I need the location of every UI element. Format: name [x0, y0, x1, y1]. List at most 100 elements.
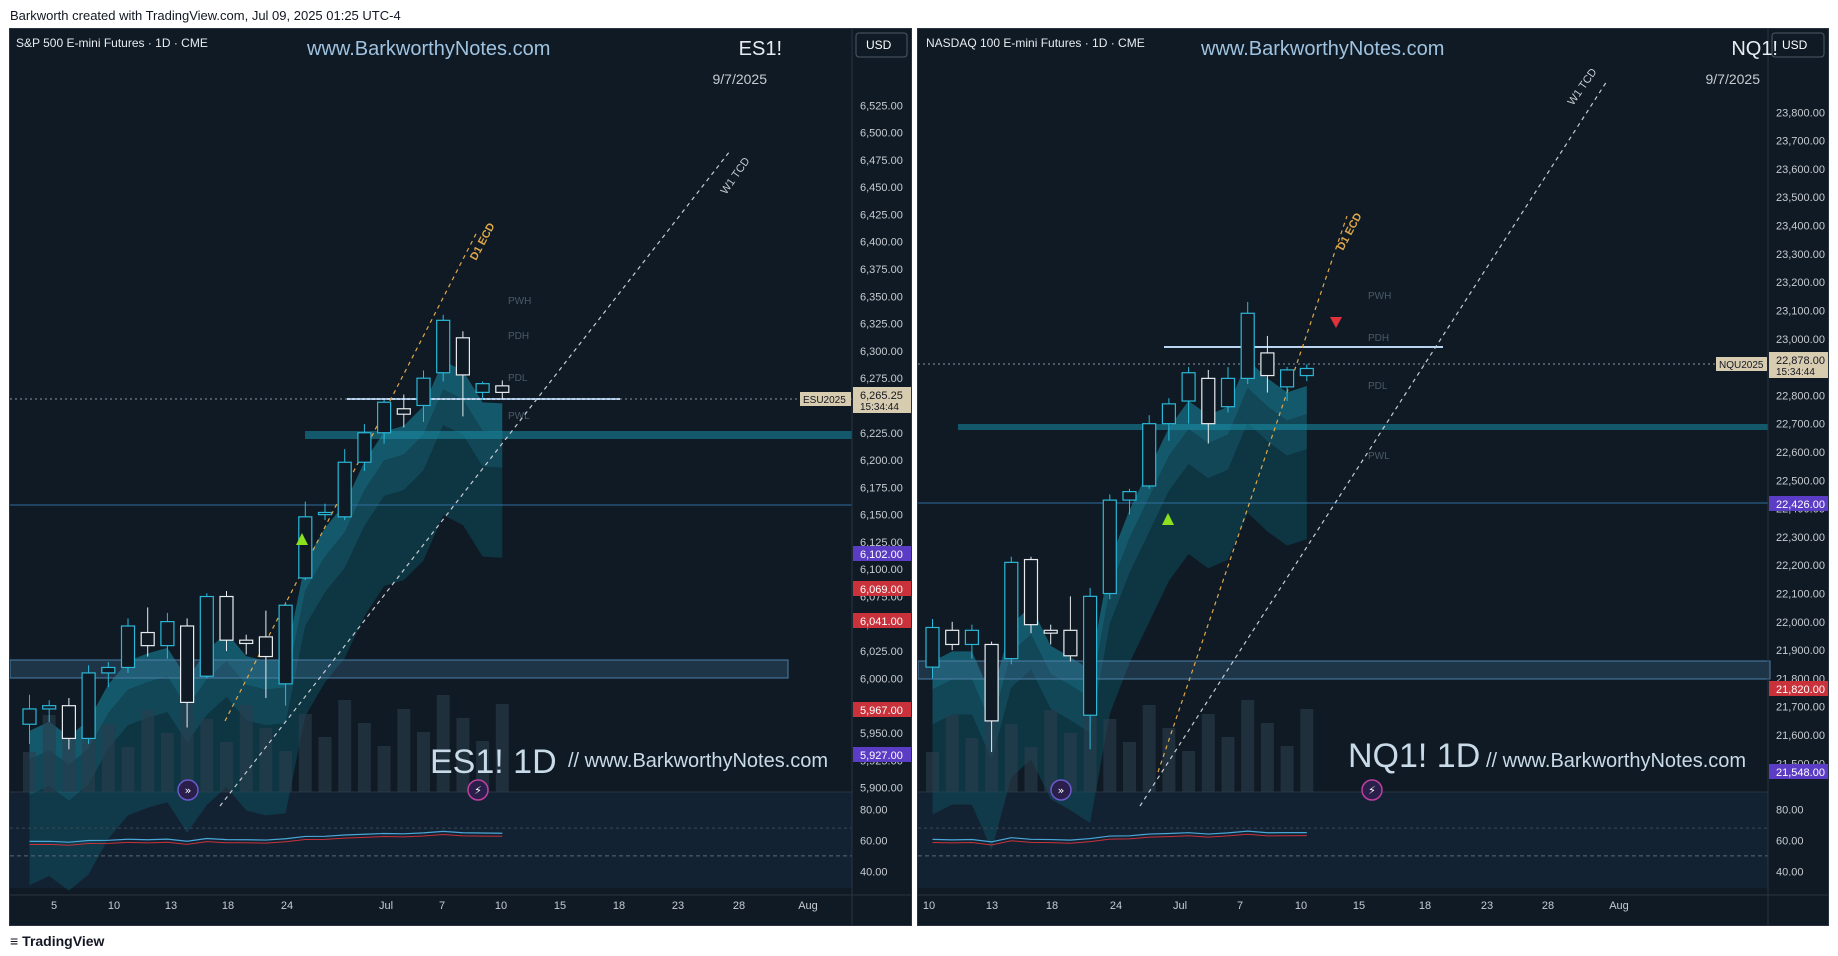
price-tick-label: 6,200.00 [860, 455, 903, 467]
volume-bar [1221, 737, 1235, 792]
lightning-icon[interactable] [1361, 779, 1383, 801]
volume-bar [180, 696, 194, 792]
volume-bar [259, 728, 273, 792]
candle [22, 694, 37, 744]
candle-body [22, 708, 37, 725]
volume-bar [220, 742, 233, 792]
lightning-icon[interactable] [467, 779, 489, 801]
candle-body [436, 319, 451, 374]
currency-button[interactable] [855, 32, 908, 58]
buy-signal-icon [296, 533, 308, 545]
candle-body [81, 672, 96, 740]
level-label-pwh: PWH [1368, 291, 1391, 302]
buy-signal-icon [1162, 513, 1174, 525]
tradingview-logo-icon: ≡ [10, 933, 19, 949]
candle-body [925, 626, 940, 668]
candle-body [1142, 423, 1157, 487]
price-tick-label: 22,300.00 [1776, 532, 1825, 544]
candle-body [258, 636, 273, 658]
candle-body [120, 625, 136, 669]
volume-bar [101, 724, 115, 792]
time-tick-label: 5 [51, 900, 57, 912]
candle [1142, 415, 1157, 489]
volume-bar [417, 732, 430, 792]
time-tick-label: 24 [1110, 900, 1122, 912]
price-label-text: 6,102.00 [860, 549, 903, 561]
candle [298, 501, 313, 581]
replay-icon[interactable] [177, 779, 199, 801]
candle [140, 607, 155, 657]
time-tick-label: 13 [165, 900, 177, 912]
price-label-box [853, 702, 911, 717]
chart-panel-es[interactable]: PWH PDH PDL PWL D1 ECD W1 TCD 6,525.00 6,500.00… [9, 28, 912, 926]
time-tick-label: 7 [1237, 900, 1243, 912]
candle-body [495, 385, 510, 393]
price-tick-label: 6,150.00 [860, 510, 903, 522]
candle-body [1161, 403, 1176, 425]
osc-signal-line [932, 833, 1307, 846]
candle [945, 621, 960, 651]
price-tick-label: 6,325.00 [860, 319, 903, 331]
candle [1063, 596, 1078, 662]
chart-title: S&P 500 E-mini Futures · 1D · CME [16, 36, 208, 50]
candle [1280, 367, 1295, 402]
price-tick-label: 23,300.00 [1776, 249, 1825, 261]
volume-bar [1182, 751, 1196, 792]
tradingview-logo[interactable]: ≡ TradingView [10, 933, 104, 949]
lightning-icon-glyph: ⚡ [474, 784, 482, 797]
countdown-value: 15:34:44 [1776, 367, 1815, 378]
candle-body [337, 461, 352, 518]
candle [1161, 398, 1176, 441]
volume-bar [1044, 710, 1058, 792]
candle [120, 618, 136, 673]
candle [317, 503, 333, 521]
volume-bar [23, 752, 36, 792]
price-label-box [1769, 764, 1828, 779]
candle [160, 612, 175, 659]
candle-body [199, 595, 214, 677]
time-tick-label: 10 [1295, 900, 1307, 912]
candle-body [42, 705, 57, 710]
contract-label-box [1716, 357, 1767, 371]
currency-label[interactable]: USD [1782, 38, 1808, 52]
volume-bar [62, 738, 76, 792]
big-watermark: NQ1! 1D [1348, 737, 1480, 775]
candle [1083, 587, 1098, 750]
bottom-watermark-url: // www.BarkworthyNotes.com [568, 750, 828, 772]
candle-body [298, 516, 313, 579]
ema-band-upper [29, 360, 503, 765]
candle-body [61, 705, 77, 740]
big-watermark: ES1! 1D [430, 743, 557, 781]
supply-zone [918, 660, 1771, 680]
candle-body [455, 337, 470, 376]
demand-zone [305, 431, 852, 439]
time-tick-label: Aug [798, 900, 818, 912]
volume-bar [121, 747, 135, 792]
volume-bar [239, 705, 253, 792]
ema-band-lower [29, 389, 503, 801]
osc-tick-label: 80.00 [860, 805, 888, 817]
volume-bar [1063, 733, 1077, 792]
price-label-box [853, 747, 911, 762]
price-label-box [853, 546, 911, 561]
time-tick-label: 7 [439, 900, 445, 912]
volume-bar [1024, 747, 1038, 792]
chart-panel-nq[interactable]: PWH PDH PDL PWL D1 ECD W1 TCD 23,800.00 23,700.… [917, 28, 1829, 926]
price-tick-label: 6,000.00 [860, 673, 903, 685]
price-tick-label: 6,225.00 [860, 428, 903, 440]
level-label-pdl: PDL [508, 373, 528, 384]
currency-button[interactable] [1771, 32, 1825, 58]
lightning-icon-glyph: ⚡ [1368, 784, 1376, 797]
candle [337, 449, 352, 521]
osc-tick-label: 80.00 [1776, 805, 1804, 817]
volume-bar [495, 704, 509, 792]
price-tick-label: 23,600.00 [1776, 164, 1825, 176]
replay-icon[interactable] [1050, 779, 1072, 801]
replay-icon-glyph: » [1058, 784, 1065, 797]
price-tick-label: 6,275.00 [860, 373, 903, 385]
attribution-text: Barkworth created with TradingView.com, … [10, 8, 401, 23]
candle [396, 394, 411, 428]
currency-label[interactable]: USD [866, 38, 892, 52]
